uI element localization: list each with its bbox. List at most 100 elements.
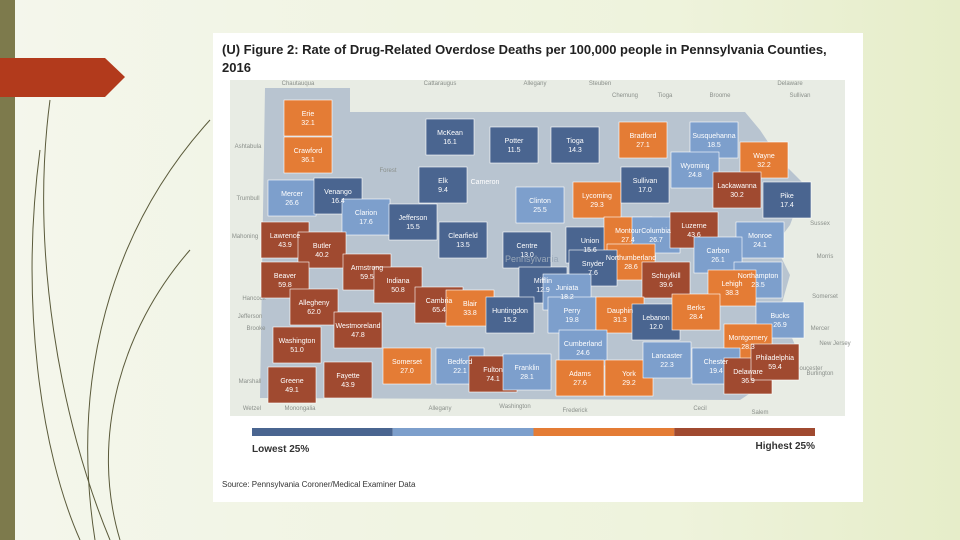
county-name: Northampton xyxy=(738,273,779,280)
place-label: Delaware xyxy=(777,81,803,87)
legend-swatch xyxy=(252,428,393,436)
place-label: Frederick xyxy=(562,408,588,414)
county-name: Cumberland xyxy=(564,341,602,348)
county-name: Berks xyxy=(687,305,705,312)
county-value: 24.1 xyxy=(753,242,767,249)
county-name: Lancaster xyxy=(652,353,683,360)
county-value: 26.6 xyxy=(285,200,299,207)
county-value: 16.4 xyxy=(331,198,345,205)
place-label: Allegany xyxy=(428,406,451,412)
county xyxy=(438,221,488,259)
county-name: Northumberland xyxy=(606,255,656,262)
county-value: 15.2 xyxy=(503,317,517,324)
county-value: 32.1 xyxy=(301,120,315,127)
county-value: 11.5 xyxy=(507,147,520,154)
county xyxy=(333,311,383,349)
place-label: Mercer xyxy=(811,326,830,332)
county-name: Clearfield xyxy=(448,233,478,240)
county-value: 28.3 xyxy=(741,344,755,351)
county xyxy=(489,126,539,164)
county-name: Allegheny xyxy=(299,300,330,307)
county-value: 28.6 xyxy=(624,264,638,271)
county xyxy=(283,136,333,174)
county-name: Bedford xyxy=(448,359,473,366)
county-value: 74.1 xyxy=(486,376,500,383)
county-name: Blair xyxy=(463,301,478,308)
county-name: McKean xyxy=(437,130,463,137)
place-label: Washington xyxy=(499,404,530,410)
county-value: 24.8 xyxy=(688,172,702,179)
county-value: 15.5 xyxy=(406,224,420,231)
county xyxy=(550,126,600,164)
county xyxy=(323,361,373,399)
county-name: Snyder xyxy=(582,261,605,268)
legend-high: Highest 25% xyxy=(756,441,816,452)
county-name: Delaware xyxy=(733,369,763,376)
county-name: Adams xyxy=(569,371,591,378)
place-label: Wetzel xyxy=(243,406,261,412)
county-name: Montgomery xyxy=(729,335,768,342)
county xyxy=(485,296,535,334)
county-value: 17.4 xyxy=(780,202,794,209)
legend-swatch xyxy=(674,428,815,436)
county xyxy=(620,166,670,204)
county-name: Tioga xyxy=(566,138,583,145)
county-value: 26.1 xyxy=(711,257,725,264)
county-value: 43.6 xyxy=(687,232,701,239)
title: (U) Figure 2: Rate of Drug-Related Overd… xyxy=(222,42,827,57)
county-value: 12.0 xyxy=(649,324,663,331)
county-name: Columbia xyxy=(641,228,671,235)
county-value: 51.0 xyxy=(290,347,304,354)
legend-swatch xyxy=(392,428,534,436)
county-value: 16.1 xyxy=(443,139,457,146)
place-label: Sullivan xyxy=(789,93,810,99)
county-name: Dauphin xyxy=(607,308,633,315)
legend-swatch xyxy=(533,428,675,436)
county-value: 27.6 xyxy=(573,380,587,387)
place-label: Sussex xyxy=(810,221,830,227)
county-value: 25.5 xyxy=(533,207,547,214)
county xyxy=(283,99,333,137)
county-name: Lebanon xyxy=(642,315,669,322)
county-name: Potter xyxy=(505,138,524,145)
county-name: Fulton xyxy=(483,367,503,374)
county-name: Mercer xyxy=(281,191,303,198)
county-value: 62.0 xyxy=(307,309,321,316)
county-value: 28.4 xyxy=(689,314,703,321)
place-label: Somerset xyxy=(812,294,838,300)
source: Source: Pennsylvania Coroner/Medical Exa… xyxy=(222,480,416,489)
place-label: Salem xyxy=(751,410,768,416)
county xyxy=(547,296,597,334)
county-value: 50.8 xyxy=(391,287,405,294)
county xyxy=(260,261,310,299)
county-name: Perry xyxy=(564,308,581,315)
county xyxy=(382,347,432,385)
place-label: Ashtabula xyxy=(235,144,262,150)
county-name: Philadelphia xyxy=(756,355,794,362)
county-name: Luzerne xyxy=(681,223,706,230)
county-value: 22.3 xyxy=(660,362,674,369)
county-value: 15.6 xyxy=(583,247,597,254)
county-value: 30.2 xyxy=(730,192,744,199)
county-name: Union xyxy=(581,238,599,245)
county xyxy=(735,221,785,259)
county-name: Cambria xyxy=(426,298,453,305)
county-name: Lawrence xyxy=(270,233,300,240)
place-label: Cattaraugus xyxy=(424,81,457,87)
county-value: 59.8 xyxy=(278,282,292,289)
place-label: Monongalia xyxy=(284,406,316,412)
place-label: Marshall xyxy=(239,379,262,385)
county-name: Monroe xyxy=(748,233,772,240)
county-name: Indiana xyxy=(387,278,410,285)
county-name: Beaver xyxy=(274,273,297,280)
county-name: Butler xyxy=(313,243,332,250)
county-name: York xyxy=(622,371,636,378)
county-name: Huntingdon xyxy=(492,308,528,315)
county-value: 23.5 xyxy=(751,282,765,289)
county-name: Juniata xyxy=(556,285,579,292)
county xyxy=(641,261,691,299)
county-value: 17.0 xyxy=(638,187,652,194)
place-label: Tioga xyxy=(658,93,673,99)
place-label: Cecil xyxy=(693,406,706,412)
county-value: 27.1 xyxy=(636,142,650,149)
